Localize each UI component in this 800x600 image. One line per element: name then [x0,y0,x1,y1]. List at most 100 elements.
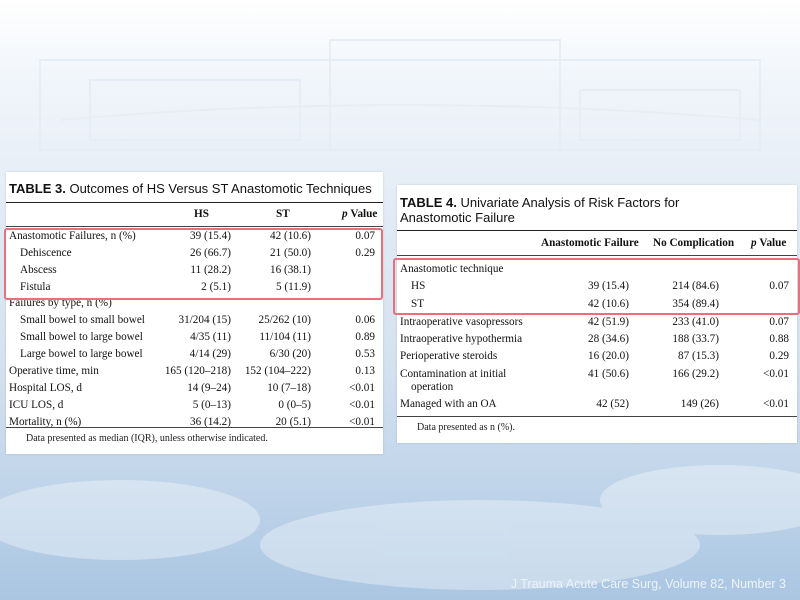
table-3-header-st: ST [276,208,290,220]
table-3-row-hs: 39 (15.4) [189,230,231,242]
table-3-row-st: 0 (0–5) [278,399,311,411]
table-4-row-pvalue: 0.29 [769,350,789,362]
table-4-caption: TABLE 4. Univariate Analysis of Risk Fac… [400,195,679,225]
table-4-title-line1: Univariate Analysis of Risk Factors for [460,195,680,210]
table-3-row-pvalue: 0.53 [355,348,375,360]
table-3-title: Outcomes of HS Versus ST Anastomotic Tec… [69,181,372,196]
table-3-row-st: 152 (104–222) [244,365,311,377]
table-4-header-af: Anastomotic Failure [541,237,639,249]
table-4-row-af: 42 (10.6) [587,298,629,310]
table-4-header-nc: No Complication [653,237,735,249]
table-3-row-pvalue: <0.01 [349,399,375,411]
table-3-row-hs: 4/14 (29) [189,348,231,360]
table-3-row-label: Large bowel to large bowel [20,348,143,360]
table-4-row: Intraoperative hypothermia 28 (34.6) 188 (… [397,331,797,347]
table-4-row: Managed with an OA 42 (52) 149 (26) <0.01 [397,396,797,412]
table-3-bottom-rule [6,427,383,428]
table-3-row-st: 5 (11.9) [275,281,311,293]
table-4-row-label: Intraoperative hypothermia [400,333,523,345]
table-3-row-st: 6/30 (20) [269,348,311,360]
table-3-row: Hospital LOS, d 14 (9–24) 10 (7–18) <0.01 [6,380,383,396]
table-3-header-pvalue: p Value [342,208,378,220]
table-4-row: HS 39 (15.4) 214 (84.6) 0.07 [397,278,797,294]
table-4-row-label: Contamination at initial [400,368,507,380]
table-3-row-hs: 31/204 (15) [178,314,231,326]
table-4-row-af: 39 (15.4) [587,280,629,292]
table-3-header-row: HS ST p Value [6,206,383,222]
table-4-row-label: Perioperative steroids [400,350,498,362]
table-3-row-label: Mortality, n (%) [9,416,82,428]
table-3-row-label: Operative time, min [9,365,99,377]
table-4-row-af: 28 (34.6) [587,333,629,345]
table-4-row: Anastomotic technique [397,261,797,277]
table-4-row-pvalue: 0.07 [769,280,789,292]
table-4-header-pvalue: p Value [751,237,787,249]
table-4-row-pvalue: <0.01 [763,368,789,380]
table-3-row-pvalue: 0.13 [355,365,375,377]
table-3-row-pvalue: <0.01 [349,382,375,394]
journal-citation: J Trauma Acute Care Surg, Volume 82, Num… [510,577,786,591]
table-3-row-pvalue: 0.89 [355,331,375,343]
table-4-row-pvalue: 0.88 [769,333,789,345]
table-4-bottom-rule [397,416,797,417]
table-3-row: Abscess 11 (28.2) 16 (38.1) [6,262,383,278]
table-3-row-hs: 5 (0–13) [192,399,231,411]
table-4-row-nc: 166 (29.2) [672,368,719,380]
table-4-row-af: 42 (52) [596,398,629,410]
table-3-row-st: 16 (38.1) [269,264,311,276]
table-4-row-af: 41 (50.6) [587,368,629,380]
table-4-row-nc: 87 (15.3) [677,350,719,362]
table-3-row-label: ICU LOS, d [9,399,64,411]
table-4-row-nc: 354 (89.4) [672,298,719,310]
table-4-row-pvalue: <0.01 [763,398,789,410]
table-3-caption: TABLE 3. Outcomes of HS Versus ST Anasto… [9,181,372,196]
table-3-row-hs: 11 (28.2) [190,264,231,276]
table-3-row: Mortality, n (%) 36 (14.2) 20 (5.1) <0.01 [6,414,383,430]
table-4-row: Perioperative steroids 16 (20.0) 87 (15.3)… [397,348,797,364]
table-3-header-hs: HS [194,208,209,220]
table-3-row: Small bowel to small bowel 31/204 (15) 25/… [6,312,383,328]
table-4-row-label: Intraoperative vasopressors [400,316,523,328]
table-3-row-label: Fistula [20,281,51,293]
table-3-row-st: 25/262 (10) [258,314,311,326]
table-4-note: Data presented as n (%). [417,422,516,433]
table-3-row-hs: 14 (9–24) [187,382,231,394]
table-3-highlight-box [4,228,383,300]
table-3-row-st: 20 (5.1) [275,416,311,428]
table-3-row-hs: 2 (5.1) [201,281,231,293]
table-4-header-row: Anastomotic Failure No Complication p Va… [397,235,797,251]
table-3-row-pvalue: 0.07 [355,230,375,242]
table-4-title-line2: Anastomotic Failure [400,210,515,225]
table-4-highlight-box [393,258,800,315]
table-3-row-st: 11/104 (11) [259,331,311,343]
table-3-row-pvalue: <0.01 [349,416,375,428]
table-4-row: Intraoperative vasopressors 42 (51.9) 233 … [397,314,797,330]
table-4-row: Contamination at initial operation 41 (50.… [397,366,797,393]
table-3-row: Failures by type, n (%) [6,295,383,311]
table-4-row-label: Anastomotic technique [400,263,504,275]
table-3-row-label: Failures by type, n (%) [9,297,112,309]
table-4-row-nc: 214 (84.6) [672,280,719,292]
table-3-row-pvalue: 0.29 [355,247,375,259]
table-4-row-nc: 149 (26) [680,398,719,410]
table-3-row: Large bowel to large bowel 4/14 (29) 6/30 … [6,346,383,362]
table-3-row-hs: 36 (14.2) [189,416,231,428]
table-4-label: TABLE 4. [400,195,457,210]
table-3-row-st: 10 (7–18) [267,382,311,394]
table-3-row-label: Abscess [20,264,57,276]
table-4-row-nc: 233 (41.0) [672,316,719,328]
table-3-row: Dehiscence 26 (66.7) 21 (50.0) 0.29 [6,245,383,261]
table-4-row-label: ST [411,298,425,310]
table-3: TABLE 3. Outcomes of HS Versus ST Anasto… [6,172,383,454]
table-3-row-label: Anastomotic Failures, n (%) [9,230,136,242]
table-3-row-label: Hospital LOS, d [9,382,83,394]
table-3-row-st: 21 (50.0) [269,247,311,259]
table-4-row-af: 16 (20.0) [587,350,629,362]
table-4-header-rule [397,255,797,256]
table-3-header-rule [6,226,383,227]
table-4-row-label-continued: operation [411,381,454,393]
table-4-row-nc: 188 (33.7) [672,333,719,345]
table-3-row-label: Dehiscence [20,247,72,259]
table-3-row: Fistula 2 (5.1) 5 (11.9) [6,279,383,295]
